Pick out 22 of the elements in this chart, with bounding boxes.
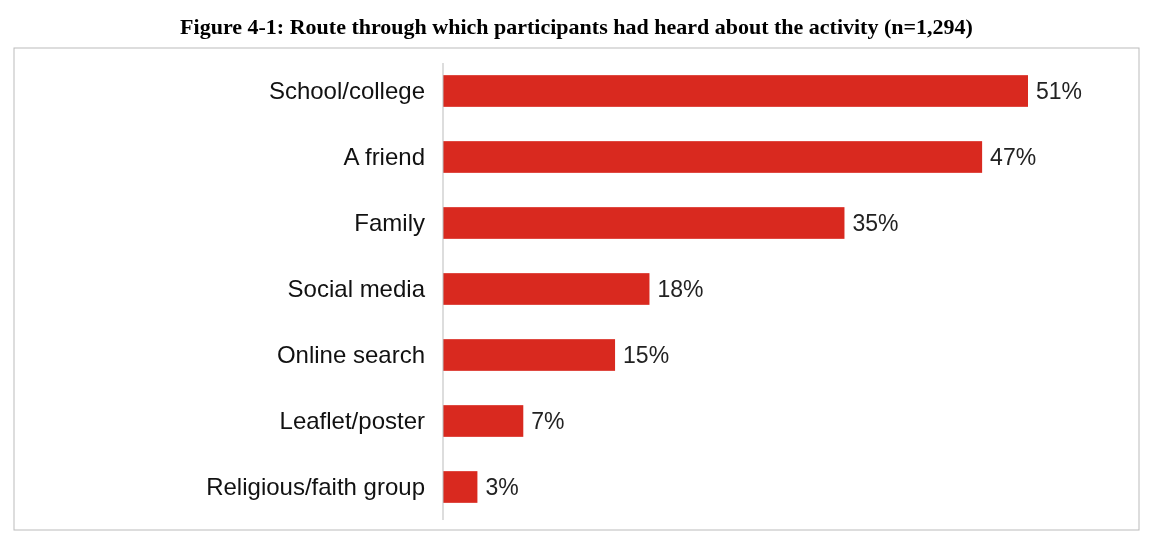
data-label: 18% [657,276,704,303]
bar [443,141,983,173]
y-tick-label: Online search [276,341,425,369]
data-label: 47% [990,144,1037,171]
bar [443,75,1028,107]
y-tick-label: Family [354,209,425,237]
bar [443,405,524,437]
y-tick-label: School/college [268,77,425,105]
data-label: 15% [623,342,670,369]
y-tick-label: Leaflet/poster [279,407,425,435]
bar [443,273,650,305]
data-label: 7% [531,408,565,435]
data-label: 35% [852,210,899,237]
bar [443,339,616,371]
y-tick-label: A friend [343,143,425,171]
chart-title: Figure 4-1: Route through which participants had heard about the activity (n=1,294) [180,14,973,39]
data-label: 3% [485,474,519,501]
data-label: 51% [1036,78,1083,105]
bar [443,471,478,503]
y-tick-label: Religious/faith group [206,473,425,501]
y-tick-label: Social media [287,275,426,303]
bar [443,207,845,239]
